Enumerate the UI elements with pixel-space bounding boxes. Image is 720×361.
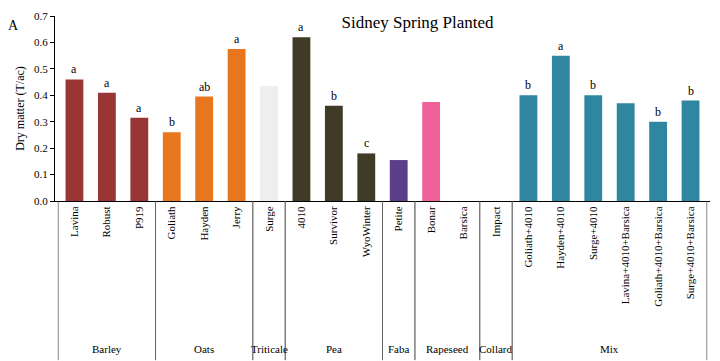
svg-text:Lavina+4010+Barsica: Lavina+4010+Barsica [619, 206, 631, 304]
svg-text:b: b [590, 78, 596, 92]
svg-text:Petite: Petite [392, 206, 404, 231]
svg-text:0.4: 0.4 [34, 89, 48, 101]
svg-text:Surge+4010+Barsica: Surge+4010+Barsica [684, 206, 696, 299]
svg-text:c: c [364, 136, 369, 150]
svg-text:a: a [234, 32, 240, 46]
svg-text:Barley: Barley [92, 343, 122, 355]
svg-text:b: b [655, 105, 661, 119]
svg-text:Impact: Impact [490, 206, 502, 237]
svg-text:Goliath+4010+Barsica: Goliath+4010+Barsica [652, 206, 664, 307]
svg-text:WyoWinter: WyoWinter [360, 206, 372, 257]
svg-text:0.6: 0.6 [34, 36, 48, 48]
svg-text:Hayden: Hayden [198, 206, 210, 241]
svg-text:Goliath: Goliath [165, 206, 177, 239]
svg-text:Triticale: Triticale [251, 343, 288, 355]
svg-text:a: a [298, 20, 304, 34]
svg-text:b: b [688, 84, 694, 98]
svg-text:0.0: 0.0 [34, 195, 48, 207]
svg-text:Surge: Surge [263, 206, 275, 232]
svg-text:Goliath+4010: Goliath+4010 [522, 206, 534, 268]
svg-text:Robust: Robust [100, 206, 112, 237]
svg-text:a: a [104, 76, 110, 90]
svg-text:a: a [71, 62, 77, 76]
svg-text:Faba: Faba [388, 343, 410, 355]
svg-text:0.3: 0.3 [34, 116, 48, 128]
svg-text:Hayden+4010: Hayden+4010 [554, 206, 566, 269]
svg-text:Lavina: Lavina [68, 206, 80, 237]
svg-text:Pea: Pea [326, 343, 342, 355]
svg-text:0.7: 0.7 [34, 10, 48, 22]
svg-text:Rapeseed: Rapeseed [426, 343, 469, 355]
svg-text:4010: 4010 [295, 206, 307, 229]
svg-text:Jerry: Jerry [230, 206, 242, 228]
svg-text:Dry matter (T/ac): Dry matter (T/ac) [13, 66, 27, 151]
svg-text:a: a [558, 39, 564, 53]
svg-text:0.1: 0.1 [34, 168, 48, 180]
svg-text:0.5: 0.5 [34, 63, 48, 75]
svg-text:Survivor: Survivor [327, 206, 339, 245]
svg-text:Collard: Collard [479, 343, 512, 355]
svg-text:Bonar: Bonar [425, 206, 437, 233]
svg-text:Oats: Oats [194, 343, 214, 355]
svg-text:ab: ab [199, 80, 210, 94]
svg-text:Barsica: Barsica [457, 206, 469, 239]
svg-text:a: a [136, 101, 142, 115]
svg-text:b: b [169, 115, 175, 129]
svg-text:Sidney Spring Planted: Sidney Spring Planted [342, 13, 495, 32]
svg-text:0.2: 0.2 [34, 142, 48, 154]
svg-text:A: A [8, 18, 19, 33]
svg-text:b: b [331, 89, 337, 103]
svg-text:b: b [525, 78, 531, 92]
svg-text:Surge+4010: Surge+4010 [587, 206, 599, 260]
svg-text:P919: P919 [133, 206, 145, 229]
svg-text:Mix: Mix [600, 343, 619, 355]
